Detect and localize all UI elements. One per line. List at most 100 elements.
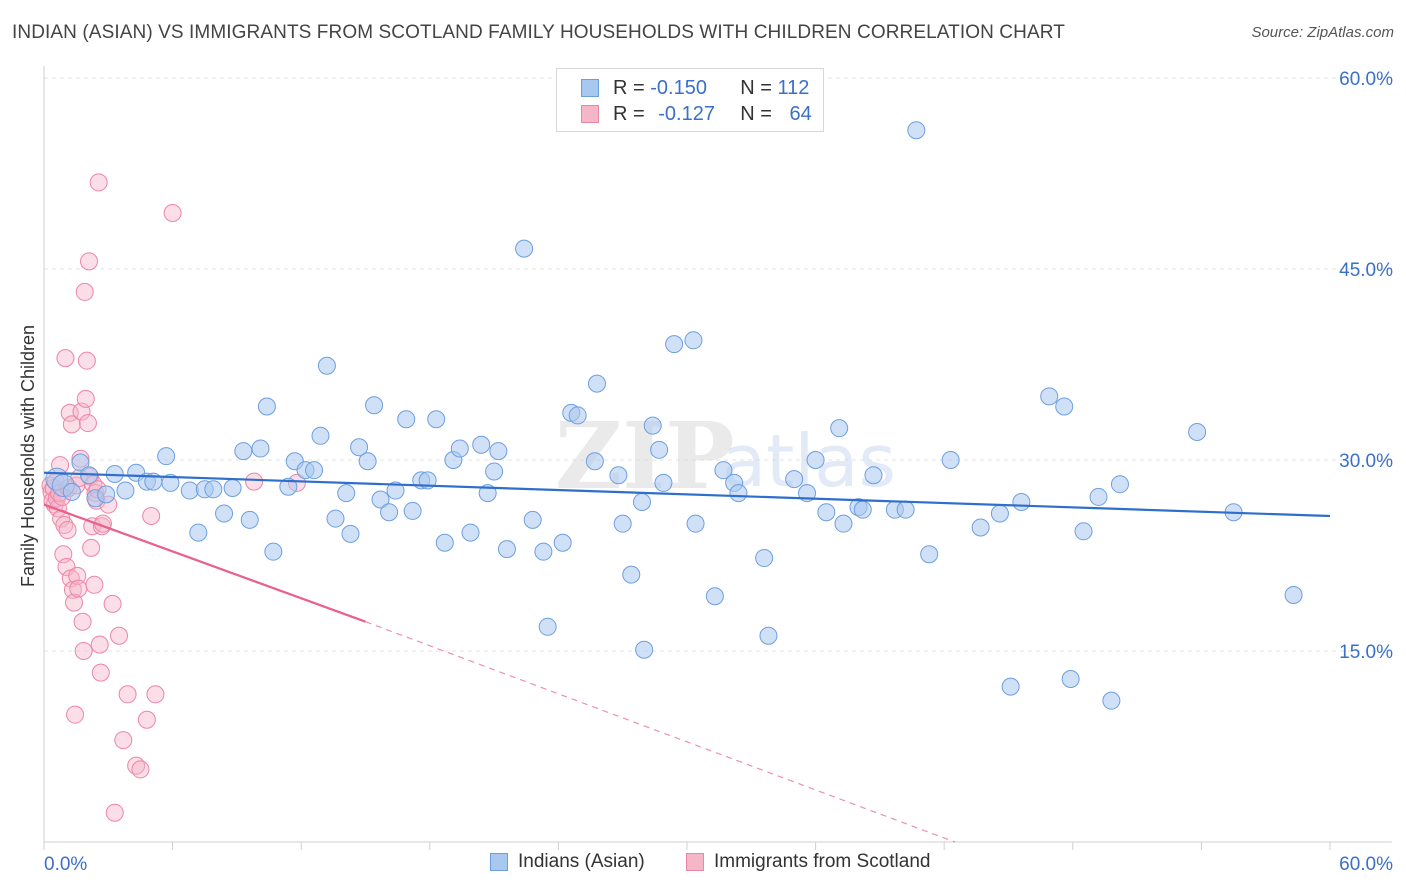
legend-row-scotland: R = -0.127 N = 64 [581, 101, 812, 127]
data-point-indians [785, 470, 804, 489]
axes-layer [43, 66, 1392, 850]
data-point-indians [665, 335, 684, 354]
legend-row-indians: R = -0.150 N = 112 [581, 75, 809, 101]
data-point-scotland [76, 389, 95, 408]
data-point-scotland [163, 203, 182, 222]
data-point-indians [755, 549, 774, 568]
legend-item-scotland: Immigrants from Scotland [686, 851, 930, 873]
data-point-scotland [48, 499, 67, 518]
data-point-indians [643, 416, 662, 435]
data-point-indians [817, 503, 836, 522]
data-point-indians [450, 439, 469, 458]
data-point-indians [613, 514, 632, 533]
data-point-scotland [118, 685, 137, 704]
data-point-indians [990, 504, 1009, 523]
data-point-indians [358, 452, 377, 471]
data-point-indians [830, 419, 849, 438]
data-point-indians [684, 331, 703, 350]
legend-label-indians: Indians (Asian) [518, 851, 645, 872]
data-point-scotland [73, 612, 92, 631]
data-point-indians [1012, 493, 1031, 512]
data-point-indians [317, 356, 336, 375]
data-point-indians [264, 542, 283, 561]
data-point-scotland [137, 710, 156, 729]
data-point-scotland [146, 685, 165, 704]
data-point-indians [215, 504, 234, 523]
data-point-indians [1284, 585, 1303, 604]
legend-swatch-pink [686, 853, 704, 871]
data-point-scotland [80, 252, 99, 271]
data-point-scotland [245, 472, 264, 491]
data-point-indians [341, 524, 360, 543]
y-tick-label: 45.0% [1339, 260, 1393, 281]
y-tick-label: 15.0% [1339, 642, 1393, 663]
data-point-indians [380, 503, 399, 522]
legend-n-label: N = [740, 76, 772, 99]
data-point-indians [180, 481, 199, 500]
data-point-scotland [55, 515, 74, 534]
data-point-indians [223, 479, 242, 498]
data-point-scotland [142, 507, 161, 526]
data-point-indians [337, 484, 356, 503]
data-point-indians [257, 397, 276, 416]
data-point-indians [635, 640, 654, 659]
data-point-scotland [90, 635, 109, 654]
data-point-indians [622, 565, 641, 584]
data-point-indians [161, 473, 180, 492]
tick-labels: 15.0% 30.0% 45.0% 60.0% 0.0% 60.0% [44, 69, 1393, 875]
chart-title: INDIAN (ASIAN) VS IMMIGRANTS FROM SCOTLA… [12, 22, 1065, 43]
data-point-indians [326, 509, 345, 528]
data-point-indians [403, 501, 422, 520]
series-immigrants-from-scotland-points [41, 173, 306, 822]
y-axis-title: Family Households with Children [18, 325, 38, 587]
legend-n-value: 112 [777, 76, 810, 99]
data-point-indians [759, 626, 778, 645]
trend-line-scotland [43, 503, 366, 623]
legend-swatch-blue [490, 853, 508, 871]
data-point-indians [538, 617, 557, 636]
data-point-indians [523, 510, 542, 529]
data-point-indians [71, 453, 90, 472]
x-tick-label: 60.0% [1339, 854, 1393, 875]
data-point-scotland [105, 803, 124, 822]
data-point-indians [240, 510, 259, 529]
trend-line-indians [43, 471, 1331, 518]
data-point-indians [279, 477, 298, 496]
data-point-scotland [114, 731, 133, 750]
data-point-scotland [89, 173, 108, 192]
data-point-scotland [77, 351, 96, 370]
data-point-indians [654, 473, 673, 492]
data-point-indians [632, 493, 651, 512]
data-point-indians [896, 500, 915, 519]
data-point-scotland [58, 521, 77, 540]
data-point-indians [834, 514, 853, 533]
data-point-indians [585, 452, 604, 471]
watermark: ZIP atlas [555, 402, 896, 510]
data-point-indians [553, 533, 572, 552]
legend-r-label: R = [613, 76, 645, 99]
chart-source: Source: ZipAtlas.com [1251, 24, 1394, 41]
data-point-indians [806, 451, 825, 469]
data-point-indians [1110, 475, 1129, 494]
data-point-indians [864, 466, 883, 485]
data-point-indians [1089, 487, 1108, 506]
x-tick-label: 0.0% [44, 854, 87, 875]
data-point-indians [386, 481, 405, 500]
data-point-indians [1040, 387, 1059, 406]
data-point-indians [472, 435, 491, 454]
data-point-indians [1061, 670, 1080, 689]
grid-layer [44, 77, 1392, 652]
legend-swatch-blue [581, 79, 599, 97]
data-point-indians [971, 518, 990, 537]
data-point-scotland [65, 593, 84, 612]
data-point-indians [485, 462, 504, 481]
data-point-indians [189, 523, 208, 542]
legend-r-value: -0.150 [650, 76, 707, 99]
correlation-legend: R = -0.150 N = 112 R = -0.127 N = 64 [556, 68, 824, 132]
data-point-indians [461, 523, 480, 542]
trend-lines [43, 471, 1331, 843]
data-point-indians [714, 461, 733, 480]
data-point-indians [497, 540, 516, 559]
data-point-scotland [103, 594, 122, 613]
